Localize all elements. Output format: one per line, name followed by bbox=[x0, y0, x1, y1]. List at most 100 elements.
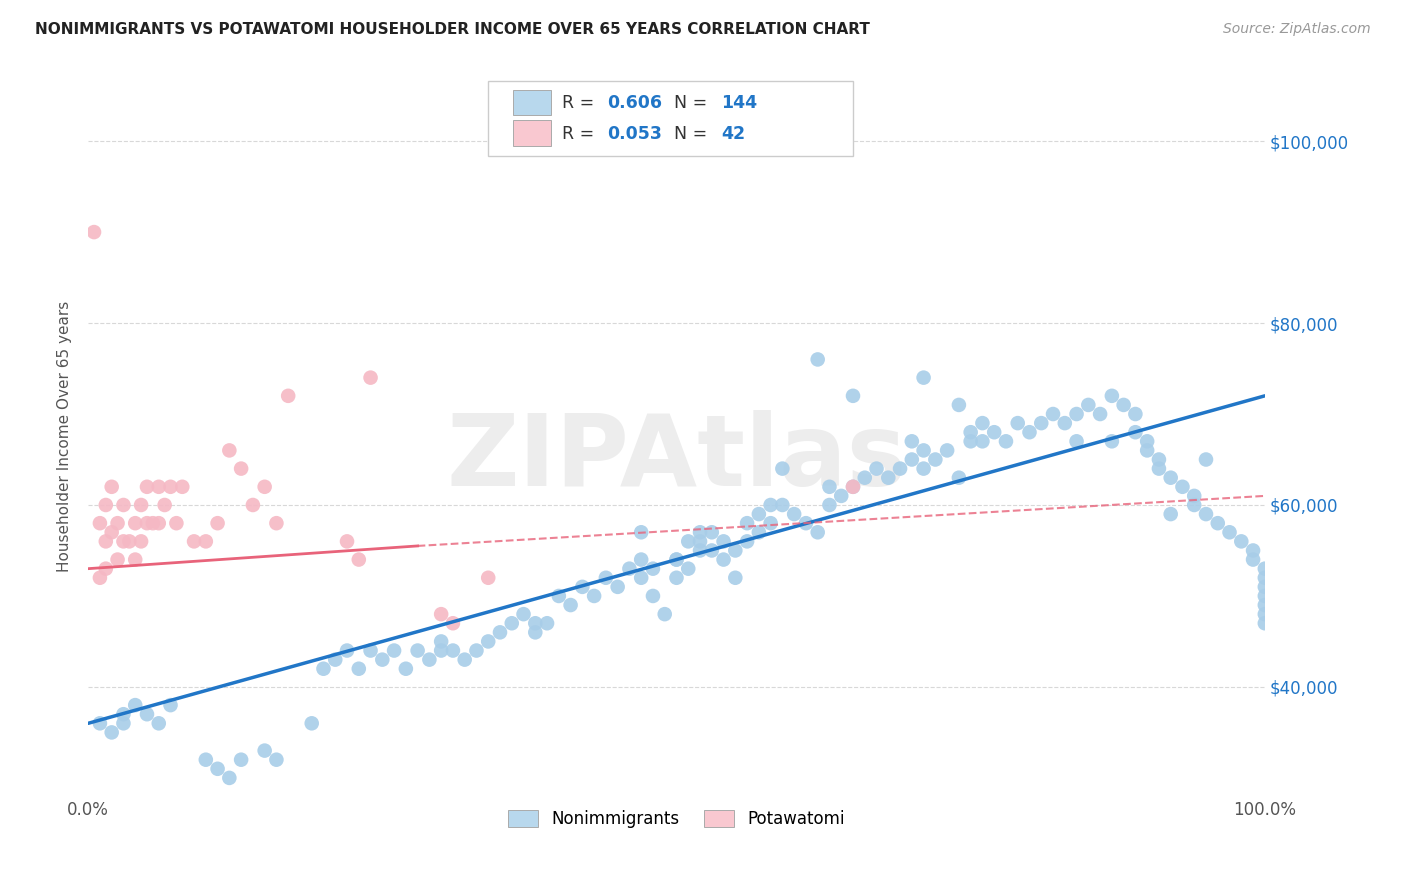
Point bbox=[229, 753, 252, 767]
Point bbox=[112, 707, 135, 722]
Point bbox=[1254, 562, 1277, 576]
Point bbox=[136, 480, 159, 494]
FancyBboxPatch shape bbox=[488, 81, 853, 156]
Point bbox=[1101, 389, 1123, 403]
Point bbox=[1160, 507, 1182, 521]
Point bbox=[654, 607, 676, 622]
Point bbox=[748, 507, 770, 521]
Point bbox=[112, 534, 135, 549]
Point bbox=[1125, 425, 1147, 440]
Point bbox=[912, 443, 935, 458]
Text: N =: N = bbox=[673, 94, 713, 112]
Point bbox=[1147, 461, 1170, 475]
Point bbox=[842, 480, 865, 494]
Point bbox=[477, 634, 499, 648]
Point bbox=[477, 571, 499, 585]
Point bbox=[1254, 589, 1277, 603]
Point bbox=[94, 562, 117, 576]
Text: 0.606: 0.606 bbox=[607, 94, 662, 112]
Point bbox=[1254, 598, 1277, 612]
Point bbox=[724, 543, 747, 558]
Point bbox=[1042, 407, 1064, 421]
Point bbox=[748, 525, 770, 540]
Point bbox=[301, 716, 323, 731]
Point bbox=[312, 662, 335, 676]
Point bbox=[129, 498, 152, 512]
Point bbox=[948, 398, 970, 412]
Point bbox=[665, 552, 688, 566]
Point bbox=[1195, 452, 1218, 467]
Point bbox=[678, 562, 700, 576]
Text: 42: 42 bbox=[721, 125, 745, 143]
Point bbox=[512, 607, 534, 622]
Point bbox=[1066, 407, 1088, 421]
Point bbox=[136, 516, 159, 531]
Point bbox=[112, 716, 135, 731]
Text: ZIPAtlas: ZIPAtlas bbox=[446, 409, 907, 507]
Point bbox=[665, 552, 688, 566]
Point bbox=[172, 480, 194, 494]
Point bbox=[395, 662, 418, 676]
Point bbox=[889, 461, 911, 475]
Point bbox=[606, 580, 628, 594]
Point bbox=[619, 562, 641, 576]
Point bbox=[983, 425, 1005, 440]
Point bbox=[277, 389, 299, 403]
Point bbox=[571, 580, 593, 594]
Text: N =: N = bbox=[673, 125, 713, 143]
Point bbox=[948, 471, 970, 485]
Point bbox=[165, 516, 187, 531]
Point bbox=[148, 716, 170, 731]
Text: 0.053: 0.053 bbox=[607, 125, 662, 143]
Point bbox=[1254, 580, 1277, 594]
Point bbox=[153, 498, 176, 512]
Point bbox=[901, 434, 924, 449]
Text: R =: R = bbox=[562, 125, 600, 143]
Point bbox=[1171, 480, 1194, 494]
Point bbox=[418, 653, 440, 667]
Point bbox=[770, 461, 793, 475]
Point bbox=[1218, 525, 1240, 540]
Point bbox=[524, 625, 547, 640]
Point bbox=[877, 471, 900, 485]
Point bbox=[1160, 471, 1182, 485]
Text: NONIMMIGRANTS VS POTAWATOMI HOUSEHOLDER INCOME OVER 65 YEARS CORRELATION CHART: NONIMMIGRANTS VS POTAWATOMI HOUSEHOLDER … bbox=[35, 22, 870, 37]
Point bbox=[159, 698, 181, 712]
Point bbox=[1230, 534, 1253, 549]
Point bbox=[194, 534, 217, 549]
Point bbox=[689, 534, 711, 549]
Point bbox=[129, 534, 152, 549]
Text: R =: R = bbox=[562, 94, 600, 112]
Point bbox=[207, 762, 229, 776]
Point bbox=[865, 461, 887, 475]
Point bbox=[89, 516, 111, 531]
Point bbox=[1241, 552, 1264, 566]
Point bbox=[936, 443, 959, 458]
Point bbox=[218, 443, 240, 458]
Point bbox=[1206, 516, 1229, 531]
Point bbox=[266, 516, 288, 531]
Y-axis label: Householder Income Over 65 years: Householder Income Over 65 years bbox=[58, 301, 72, 573]
Point bbox=[1112, 398, 1135, 412]
Point bbox=[159, 480, 181, 494]
Point bbox=[207, 516, 229, 531]
Point bbox=[430, 643, 453, 657]
Point bbox=[689, 525, 711, 540]
Point bbox=[347, 662, 370, 676]
Point bbox=[371, 653, 394, 667]
Point bbox=[735, 534, 758, 549]
Point bbox=[901, 452, 924, 467]
Point bbox=[94, 498, 117, 512]
Point bbox=[1182, 498, 1205, 512]
Point bbox=[360, 370, 382, 384]
Point bbox=[959, 434, 981, 449]
Point bbox=[972, 434, 994, 449]
Point bbox=[583, 589, 606, 603]
Point bbox=[630, 571, 652, 585]
Point bbox=[842, 480, 865, 494]
Point bbox=[124, 552, 146, 566]
Point bbox=[1101, 434, 1123, 449]
Point bbox=[1018, 425, 1040, 440]
Point bbox=[759, 498, 782, 512]
Point bbox=[229, 461, 252, 475]
